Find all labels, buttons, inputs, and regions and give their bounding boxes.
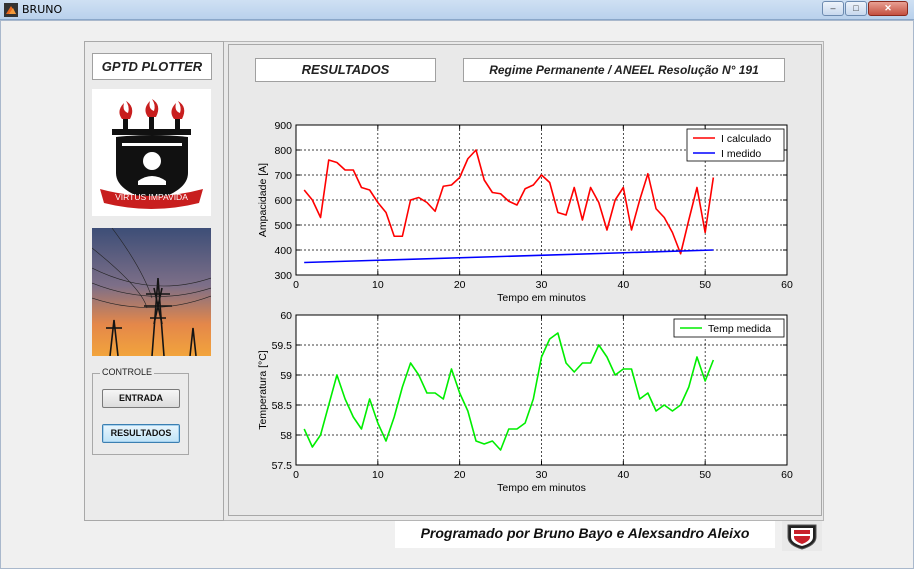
x-tick-label: 50 (699, 279, 711, 291)
power-lines-photo (92, 228, 211, 356)
x-tick-label: 20 (454, 279, 466, 291)
y-axis-label: Temperatura [°C] (257, 350, 269, 430)
y-tick-label: 300 (274, 270, 292, 282)
x-tick-label: 10 (372, 279, 384, 291)
y-tick-label: 500 (274, 220, 292, 232)
y-tick-label: 800 (274, 145, 292, 157)
x-tick-label: 0 (293, 279, 299, 291)
club-crest-icon (782, 521, 822, 551)
y-tick-label: 900 (274, 120, 292, 132)
x-axis-label: Tempo em minutos (497, 292, 586, 304)
series-line-i-calculado (303, 149, 715, 255)
app-title-label: GPTD PLOTTER (92, 53, 212, 80)
resultados-button[interactable]: RESULTADOS (102, 424, 180, 443)
regime-title: Regime Permanente / ANEEL Resolução N° 1… (463, 58, 785, 82)
y-tick-label: 58.5 (272, 400, 293, 412)
results-panel (228, 44, 822, 516)
legend: Temp medida (673, 318, 785, 338)
legend-entry: Temp medida (708, 323, 771, 335)
y-axis-label: Ampacidade [A] (257, 163, 269, 237)
legend-entry: I calculado (721, 133, 771, 145)
legend-entry: I medido (721, 148, 761, 160)
credits-label: Programado por Bruno Bayo e Alexsandro A… (395, 521, 775, 548)
minimize-button[interactable]: – (822, 1, 844, 16)
x-tick-label: 30 (536, 469, 548, 481)
x-tick-label: 50 (699, 469, 711, 481)
x-tick-label: 40 (617, 469, 629, 481)
control-groupbox-title: CONTROLE (100, 367, 155, 377)
y-tick-label: 58 (280, 430, 292, 442)
legend-box (686, 128, 785, 162)
x-tick-label: 40 (617, 279, 629, 291)
x-tick-label: 0 (293, 469, 299, 481)
university-logo: VIRTUS IMPAVIDA (92, 89, 211, 216)
chart-0: 0 10 20 30 40 50 60 300 400 500 600 700 800 900 Tempo … (257, 120, 793, 304)
x-tick-label: 60 (781, 279, 793, 291)
y-tick-label: 59 (280, 370, 292, 382)
matlab-app-icon (4, 3, 18, 17)
y-tick-label: 59.5 (272, 340, 293, 352)
y-tick-label: 60 (280, 310, 292, 322)
x-tick-label: 30 (536, 279, 548, 291)
x-tick-label: 20 (454, 469, 466, 481)
window-titlebar: BRUNO – □ ✕ (0, 0, 914, 20)
series-line-i-medido (304, 249, 714, 264)
series-line-temp-medida (303, 332, 715, 451)
chart-1: 0 10 20 30 40 50 60 57.5 58 58.5 59 59.5 60 Tempo em … (257, 310, 793, 494)
legend-box (673, 318, 785, 338)
x-tick-label: 10 (372, 469, 384, 481)
maximize-button[interactable]: □ (845, 1, 867, 16)
legend: I calculado I medido (686, 128, 785, 162)
window-controls: – □ ✕ (821, 1, 908, 17)
x-axis-label: Tempo em minutos (497, 482, 586, 494)
x-tick-label: 60 (781, 469, 793, 481)
window-title: BRUNO (22, 3, 63, 16)
entrada-button[interactable]: ENTRADA (102, 389, 180, 408)
y-tick-label: 57.5 (272, 460, 293, 472)
y-tick-label: 600 (274, 195, 292, 207)
results-title: RESULTADOS (255, 58, 436, 82)
close-button[interactable]: ✕ (868, 1, 908, 16)
plot-area (296, 315, 787, 465)
logo-motto: VIRTUS IMPAVIDA (115, 192, 188, 202)
y-tick-label: 700 (274, 170, 292, 182)
y-tick-label: 400 (274, 245, 292, 257)
